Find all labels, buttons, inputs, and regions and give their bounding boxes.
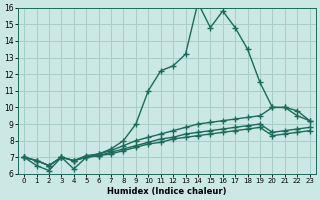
X-axis label: Humidex (Indice chaleur): Humidex (Indice chaleur) (107, 187, 227, 196)
